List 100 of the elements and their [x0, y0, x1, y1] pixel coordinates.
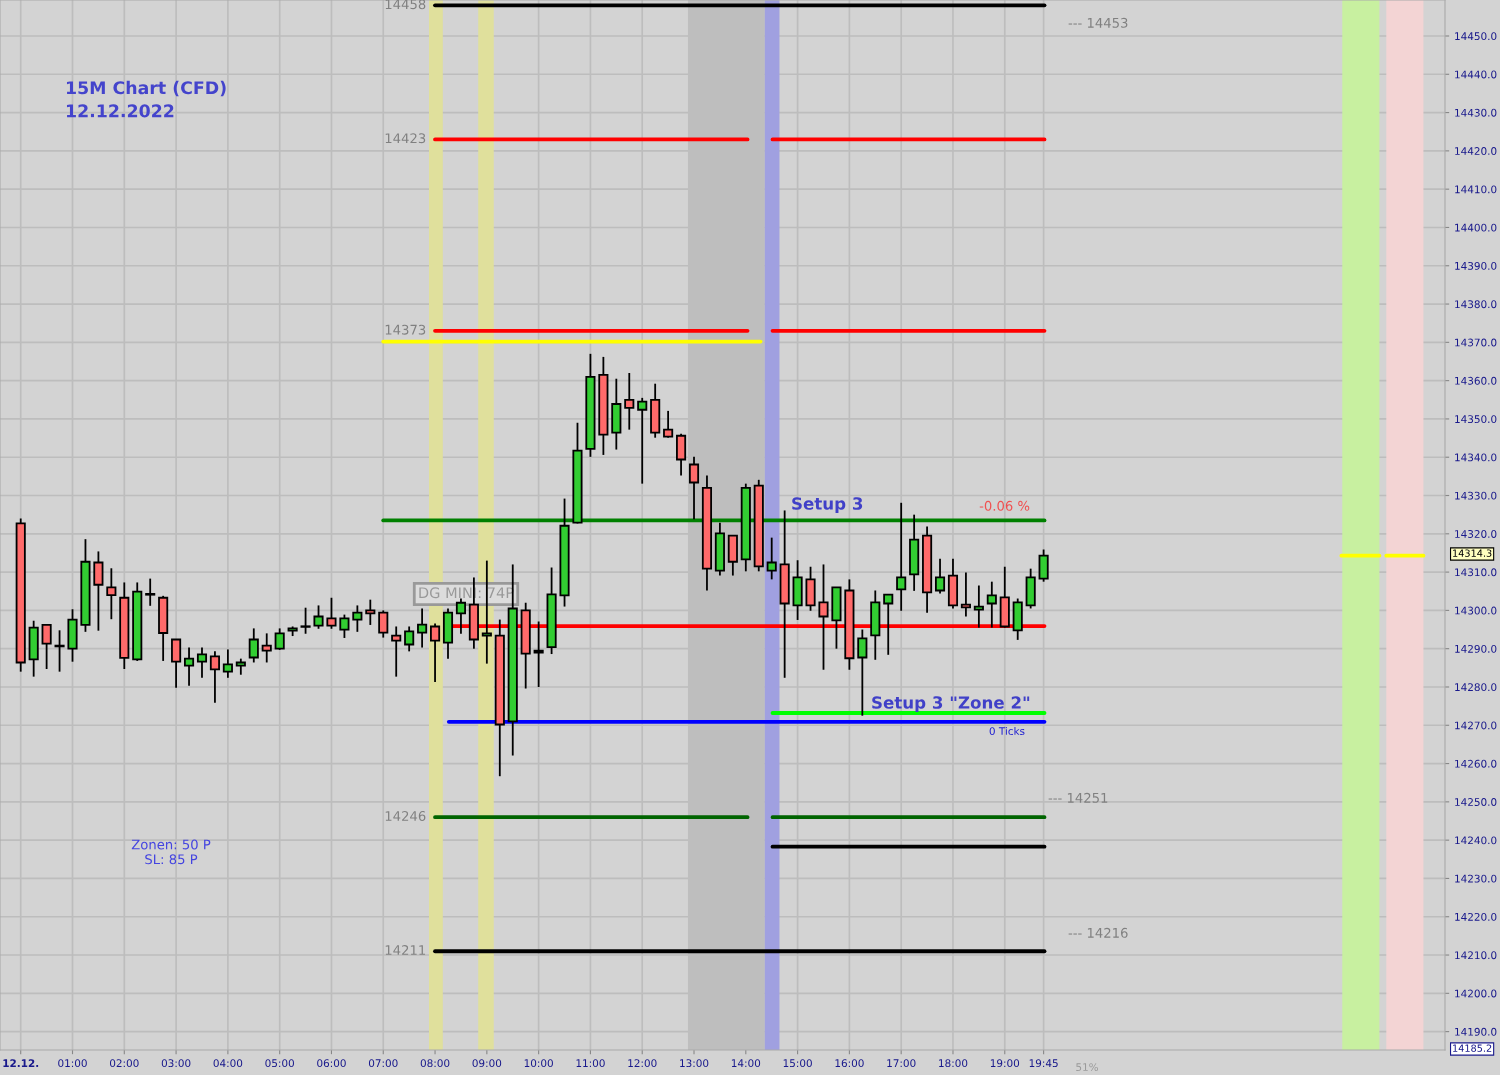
- y-tick-label: 14400.0: [1455, 223, 1497, 232]
- candlestick: [378, 609, 389, 639]
- x-tick-label: 14:00: [731, 1059, 761, 1068]
- y-tick-label: 14210.0: [1455, 951, 1497, 960]
- candlestick: [896, 501, 907, 612]
- text: 12.12.2022: [66, 104, 174, 118]
- candlestick: [676, 432, 687, 477]
- y-tick-label: 14450.0: [1455, 32, 1497, 41]
- candlestick: [196, 646, 208, 679]
- y-tick-label: 14330.0: [1455, 491, 1497, 500]
- y-tick-label: 14310.0: [1455, 568, 1497, 577]
- x-tick-label: 18:00: [939, 1059, 968, 1068]
- y-tick-label: 14240.0: [1455, 836, 1497, 845]
- x-tick-label: 11:00: [576, 1059, 605, 1068]
- y-tick-label: 14250.0: [1455, 798, 1497, 806]
- y-tick-label: 14230.0: [1455, 874, 1497, 883]
- annotation: Zonen: 50 P SL: 85 P: [131, 839, 211, 865]
- candlestick: [960, 571, 971, 618]
- series-label: 14246: [385, 811, 426, 822]
- x-tick-label: 12.12.: [3, 1059, 39, 1067]
- annotation: --- 14453: [1068, 17, 1128, 28]
- candlestick: [883, 593, 894, 656]
- candlestick: [300, 606, 311, 635]
- y-tick-label: 14410.0: [1455, 185, 1497, 194]
- candlestick: [766, 536, 777, 581]
- y-tick-label: 14200.0: [1455, 989, 1497, 998]
- candlestick: [339, 613, 350, 639]
- x-tick-label: 16:00: [835, 1059, 864, 1068]
- x-tick-label: 17:00: [887, 1059, 916, 1068]
- candlestick: [222, 648, 233, 679]
- y-tick-label: 14440.0: [1455, 70, 1497, 79]
- y-tick-label: 14190.0: [1455, 1027, 1497, 1036]
- y-tick-label: 14420.0: [1455, 147, 1497, 155]
- series-label: 14373: [385, 324, 426, 335]
- series-label: 14458: [385, 0, 426, 10]
- candlestick: [41, 624, 52, 670]
- annotation: 0 Ticks: [989, 726, 1025, 736]
- y-tick-label: 14340.0: [1455, 453, 1497, 462]
- candlestick: [313, 604, 324, 630]
- y-tick-label: 14320.0: [1455, 530, 1497, 538]
- series-label: 14423: [385, 133, 426, 144]
- annotation: Setup 3 "Zone 2": [872, 696, 1030, 713]
- text: 51%: [1076, 1063, 1098, 1072]
- candlestick: [934, 557, 946, 595]
- candlestick: [93, 550, 104, 632]
- candlestick: [857, 628, 868, 717]
- candlestick: [404, 625, 415, 653]
- candlestick: [171, 638, 182, 689]
- candlestick: [430, 622, 441, 683]
- annotation: -0.06 %: [979, 500, 1030, 511]
- y-tick-label: 14370.0: [1455, 338, 1497, 347]
- candlestick: [183, 646, 195, 687]
- annotation: --- 14251: [1048, 792, 1108, 803]
- y-tick-label: 14220.0: [1455, 912, 1497, 921]
- y-tick-label: 14260.0: [1455, 759, 1497, 768]
- candlestick: [365, 598, 376, 626]
- y-tick-label: 14390.0: [1455, 261, 1497, 270]
- candlestick: [261, 632, 272, 664]
- candlestick: [326, 596, 337, 630]
- text: 14314.3: [1453, 549, 1492, 557]
- candlestick: [391, 625, 402, 678]
- annotation: --- 14216: [1068, 927, 1128, 938]
- candlestick: [986, 580, 997, 629]
- candlestick: [637, 396, 648, 485]
- candlestick: [274, 627, 285, 651]
- y-tick-label: 14290.0: [1455, 644, 1497, 653]
- y-tick-label: 14380.0: [1455, 300, 1497, 309]
- x-tick-label: 15:00: [783, 1059, 812, 1068]
- x-tick-label: 12:00: [628, 1059, 657, 1068]
- candlestick: [688, 455, 700, 521]
- x-tick-label: 07:00: [368, 1059, 398, 1068]
- y-tick-label: 14350.0: [1455, 415, 1497, 424]
- x-tick-label: 13:00: [680, 1059, 709, 1068]
- y-tick-label: 14280.0: [1455, 683, 1497, 692]
- x-tick-label: 05:00: [265, 1059, 294, 1068]
- y-tick-label: 14270.0: [1455, 721, 1497, 730]
- x-tick-label: 04:00: [213, 1059, 243, 1068]
- candlestick: [818, 563, 829, 671]
- candlestick: [455, 597, 466, 635]
- x-tick-label: 09:00: [472, 1059, 502, 1068]
- candlestick: [417, 607, 428, 649]
- x-tick-label: 08:00: [420, 1059, 450, 1068]
- x-tick-label: 03:00: [161, 1059, 191, 1068]
- candlestick: [106, 567, 117, 621]
- y-tick-label: 14430.0: [1455, 108, 1497, 117]
- y-tick-label: 14360.0: [1455, 376, 1497, 385]
- candlestick: [209, 650, 220, 704]
- candlestick: [248, 627, 259, 664]
- candlestick: [973, 584, 984, 629]
- x-tick-label: 02:00: [109, 1059, 139, 1068]
- x-tick-label: 19:00: [990, 1059, 1020, 1068]
- candlestick: [1038, 548, 1049, 583]
- candlestick: [663, 409, 674, 439]
- x-tick-label: 01:00: [58, 1059, 87, 1068]
- series-label: 14211: [385, 945, 426, 955]
- text: 15M Chart (CFD): [66, 80, 226, 97]
- candlestick: [352, 604, 363, 633]
- candlestick: [145, 577, 156, 607]
- candlestick: [624, 372, 635, 431]
- annotation: Setup 3: [792, 497, 863, 514]
